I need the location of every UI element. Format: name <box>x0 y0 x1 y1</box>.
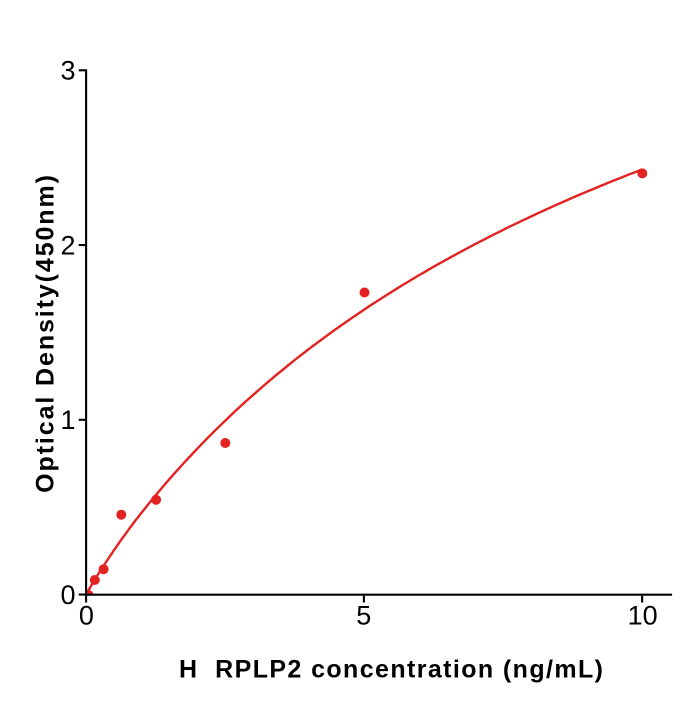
svg-text:1: 1 <box>60 405 75 435</box>
svg-text:Optical Density(450nm): Optical Density(450nm) <box>32 173 60 493</box>
svg-text:0: 0 <box>79 601 94 631</box>
svg-text:H RPLP2 concentration (ng/mL): H RPLP2 concentration (ng/mL) <box>179 656 604 684</box>
svg-text:0: 0 <box>60 580 75 610</box>
svg-text:10: 10 <box>628 601 658 631</box>
svg-text:3: 3 <box>60 56 75 86</box>
svg-text:5: 5 <box>356 601 371 631</box>
svg-text:2: 2 <box>60 230 75 260</box>
